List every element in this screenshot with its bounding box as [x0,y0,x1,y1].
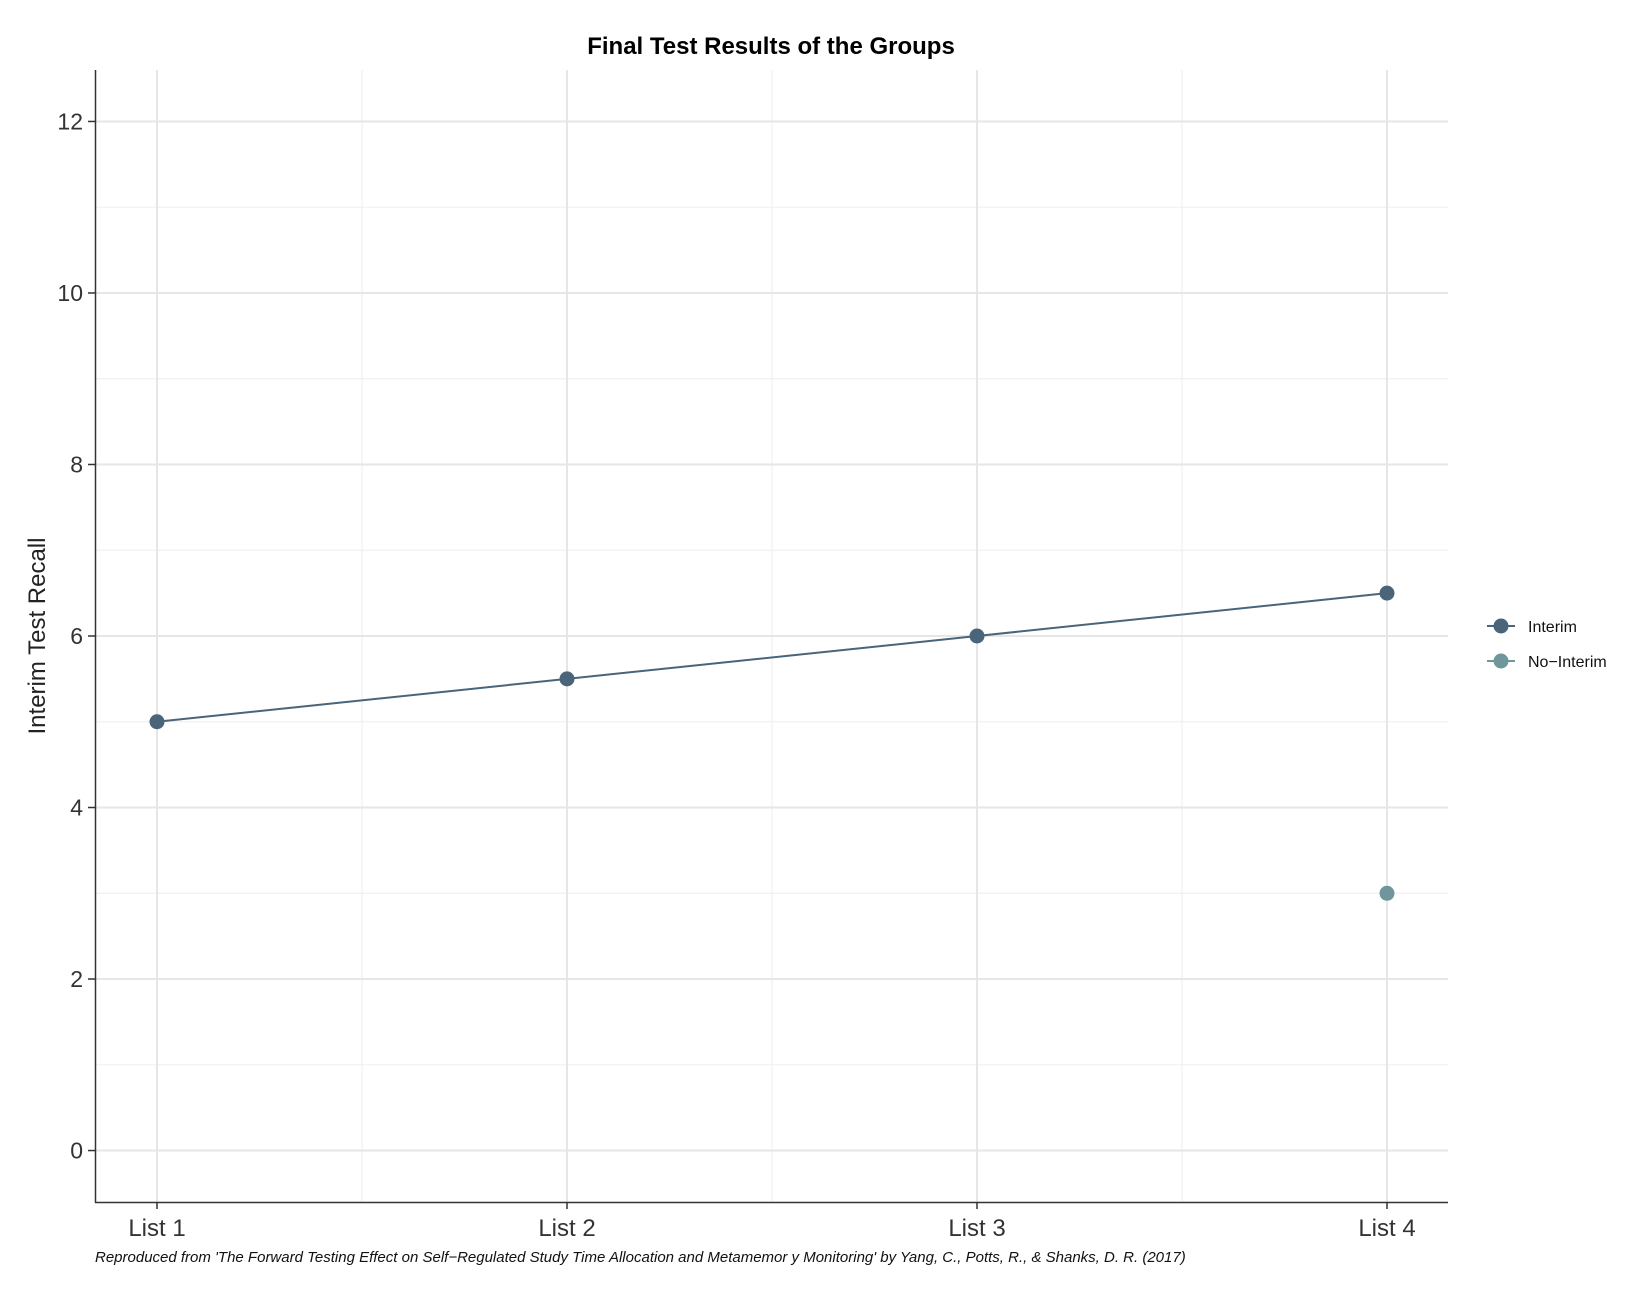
source-caption: Reproduced from 'The Forward Testing Eff… [95,1249,1186,1266]
x-tick-label: List 2 [538,1215,595,1242]
y-axis-label: Interim Test Recall [24,538,51,735]
x-tick-label: List 1 [128,1215,185,1242]
data-point [149,714,165,730]
y-tick-label: 0 [70,1138,83,1164]
y-tick-label: 4 [70,795,83,821]
x-ticks: List 1 List 2 List 3 List 4 [128,1202,1416,1242]
y-tick-label: 8 [70,451,83,477]
y-tick-label: 6 [70,623,83,649]
data-point [1379,885,1395,901]
data-point [969,628,985,644]
chart-title: Final Test Results of the Groups [587,33,955,60]
y-tick-label: 12 [57,108,83,134]
legend-label: No−Interim [1528,654,1607,671]
x-tick-label: List 3 [948,1215,1005,1242]
y-tick-label: 2 [70,966,83,992]
legend-key-marker [1493,653,1509,669]
axes [94,70,1448,1204]
legend-key-marker [1493,618,1509,634]
data-point [1379,585,1395,601]
series-layer [149,585,1395,901]
legend: Interim No−Interim [1487,618,1607,671]
series-line-0 [156,592,1388,723]
y-tick-label: 10 [57,280,83,306]
legend-label: Interim [1528,619,1577,636]
data-point [559,671,575,687]
y-ticks: 0 2 4 6 8 10 12 [57,108,95,1164]
major-gridlines [95,70,1448,1202]
x-tick-label: List 4 [1358,1215,1415,1242]
